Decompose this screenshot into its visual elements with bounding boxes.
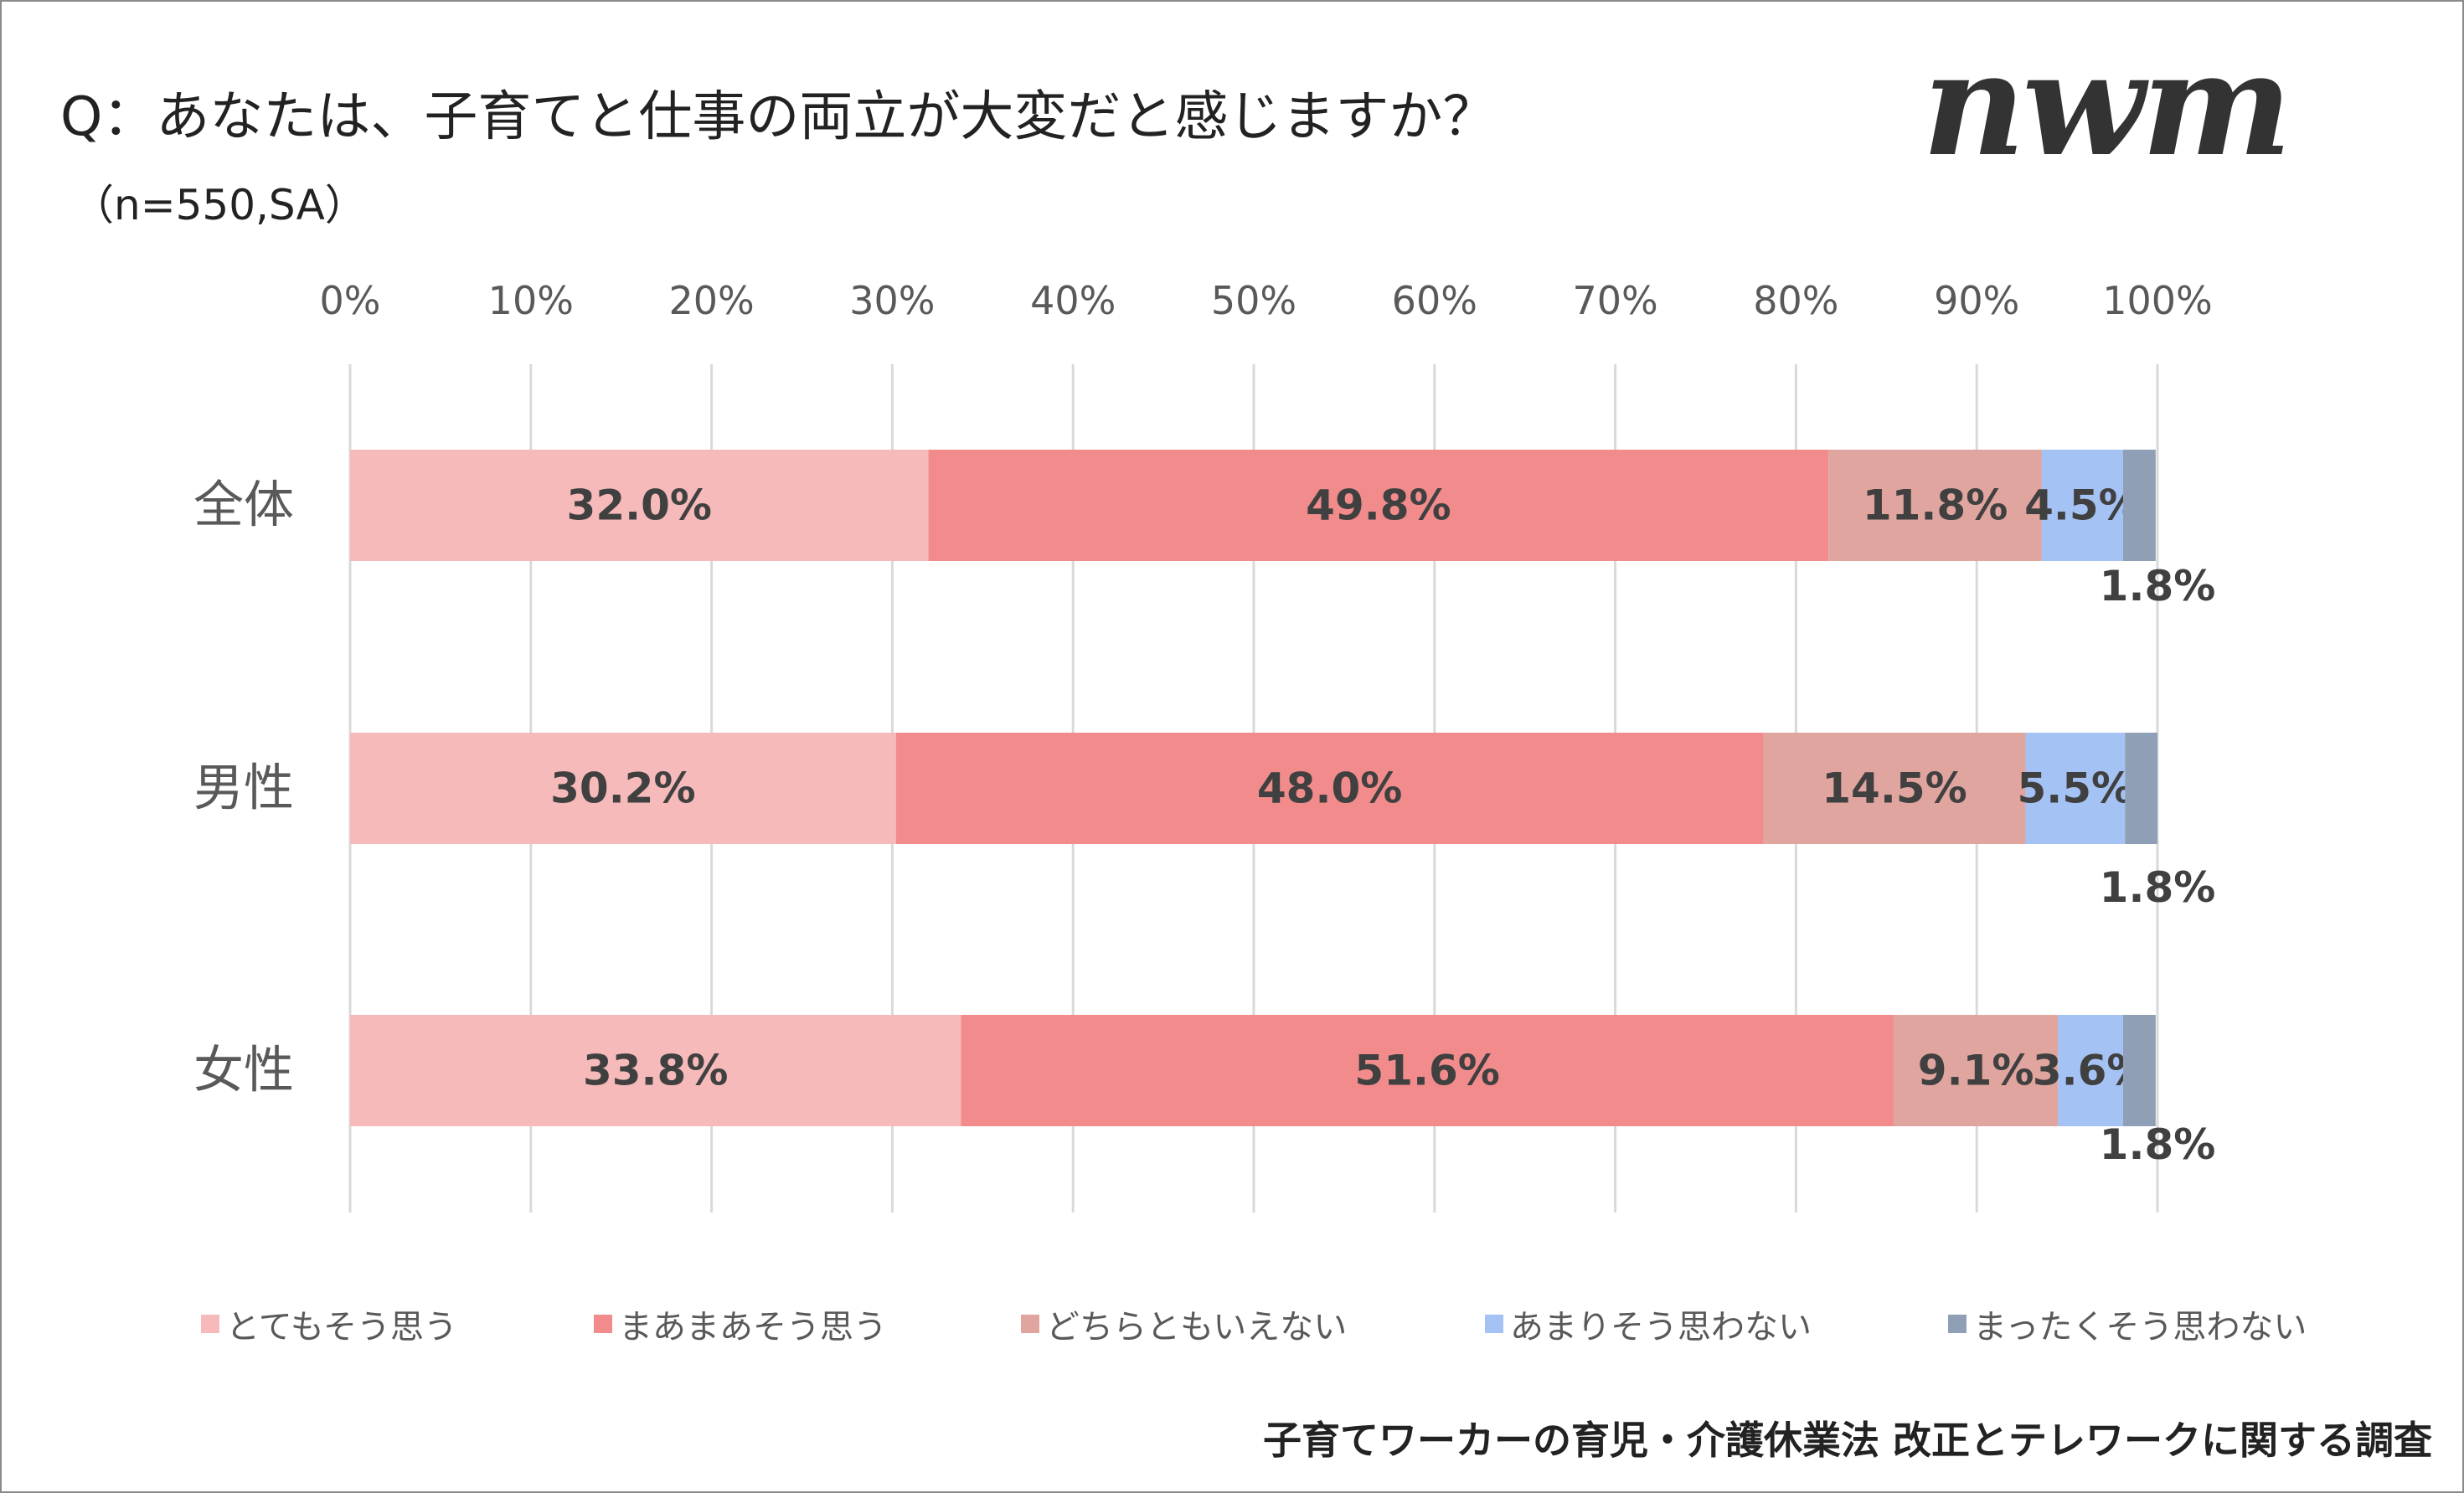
chart-title: Q：あなたは、子育てと仕事の両立が大変だと感じますか？ (60, 86, 1497, 148)
x-tick-label: 70% (1572, 278, 1657, 323)
bar-segment (1763, 733, 2026, 844)
x-tick-label: 40% (1030, 278, 1116, 323)
legend-item: どちらともいえない (1021, 1300, 1347, 1348)
data-label: 33.8% (583, 1047, 728, 1095)
bar-segment (350, 1015, 961, 1126)
data-label: 14.5% (1822, 765, 1967, 813)
bar-segment (2025, 733, 2126, 844)
x-tick-label: 90% (1934, 278, 2019, 323)
legend-item: とてもそう思う (201, 1300, 457, 1348)
legend-label: まったくそう思わない (1973, 1308, 2307, 1346)
legend-label: どちらともいえない (1046, 1308, 1348, 1346)
category-label: 女性 (193, 1042, 294, 1100)
legend-item: まあまあそう思う (594, 1300, 887, 1348)
x-tick-label: 20% (668, 278, 754, 323)
x-tick-label: 30% (849, 278, 935, 323)
legend-swatch (201, 1315, 219, 1333)
legend-label: まあまあそう思う (619, 1308, 887, 1346)
legend-item: あまりそう思わない (1485, 1300, 1812, 1348)
data-label: 1.8% (2100, 562, 2216, 610)
x-tick-label: 50% (1211, 278, 1296, 323)
category-label: 全体 (193, 476, 294, 535)
data-label: 48.0% (1257, 765, 1402, 813)
legend-label: あまりそう思わない (1510, 1308, 1812, 1346)
legend-item: まったくそう思わない (1948, 1300, 2307, 1348)
bar-segment (895, 733, 1764, 844)
data-label: 5.5% (2017, 765, 2133, 813)
legend-label: とてもそう思う (226, 1308, 457, 1346)
x-tick-label: 100% (2102, 278, 2213, 323)
bar-segment (1893, 1015, 2059, 1126)
sample-size: （n=550,SA） (72, 181, 367, 229)
bar-segment (2058, 1015, 2123, 1126)
x-tick-label: 60% (1392, 278, 1477, 323)
bar-segment (961, 1015, 1894, 1126)
legend-swatch (1485, 1315, 1503, 1333)
category-label: 男性 (193, 759, 294, 818)
bar-segment (2122, 1015, 2156, 1126)
data-label: 4.5% (2024, 481, 2141, 530)
bar-segment (350, 450, 929, 561)
bar-segment (350, 733, 896, 844)
data-label: 51.6% (1354, 1047, 1499, 1095)
data-label: 30.2% (550, 765, 695, 813)
nwm-logo: nwm (1922, 21, 2292, 188)
survey-source: 子育てワーカーの育児・介護休業法 改正とテレワークに関する調査 (1262, 1418, 2432, 1463)
bar-segment (2122, 450, 2156, 561)
legend-swatch (1021, 1315, 1039, 1333)
data-label: 49.8% (1306, 481, 1451, 530)
data-label: 9.1% (1918, 1047, 2034, 1095)
x-tick-label: 80% (1753, 278, 1838, 323)
bar-segment (2041, 450, 2123, 561)
legend-swatch (1948, 1315, 1967, 1333)
x-tick-label: 10% (488, 278, 574, 323)
bar-segment (2125, 733, 2157, 844)
bar-segment (928, 450, 1829, 561)
data-label: 11.8% (1863, 481, 2008, 530)
data-label: 1.8% (2100, 1120, 2216, 1169)
bar-segment (1828, 450, 2042, 561)
legend-swatch (594, 1315, 612, 1333)
x-tick-label: 0% (320, 278, 381, 323)
data-label: 32.0% (567, 481, 712, 530)
data-label: 1.8% (2100, 863, 2216, 912)
legend: とてもそう思う まあまあそう思う どちらともいえない あまりそう思わない まったくそう思… (0, 1300, 2464, 1346)
